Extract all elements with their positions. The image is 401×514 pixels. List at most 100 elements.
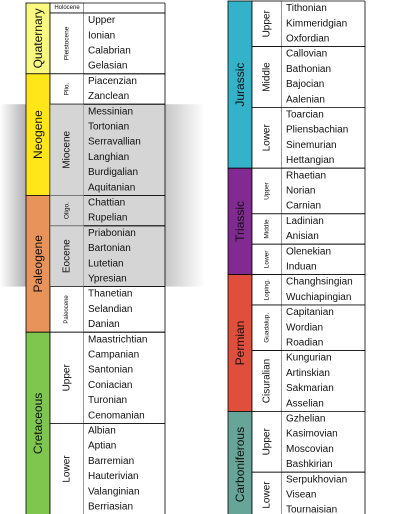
age-cell xyxy=(84,13,165,29)
epoch-label-permian-loping: Loping. xyxy=(264,279,271,301)
age-label-anisian: Anisian xyxy=(286,231,319,242)
age-label-kungurian: Kungurian xyxy=(286,353,332,364)
period-label-paleogene: Paleogene xyxy=(31,235,45,293)
age-cell xyxy=(84,28,165,44)
age-cell xyxy=(84,499,165,514)
age-label-calabrian: Calabrian xyxy=(88,46,131,57)
age-label-kasimovian: Kasimovian xyxy=(286,429,338,440)
age-cell xyxy=(84,73,165,89)
age-label-bathonian: Bathonian xyxy=(286,64,331,75)
epoch-cell-cretaceous-upper xyxy=(49,331,85,424)
age-label-bashkirian: Bashkirian xyxy=(286,459,333,470)
age-label-berriasian: Berriasian xyxy=(88,502,133,513)
epoch-label-triassic-middle: Middle xyxy=(264,219,271,239)
epoch-label-cretaceous-lower: Lower xyxy=(62,455,73,483)
age-cell xyxy=(282,46,365,62)
age-cell xyxy=(84,362,165,378)
age-label-hettangian: Hettangian xyxy=(286,155,334,166)
age-cell xyxy=(84,347,165,363)
epoch-label-jurassic-middle: Middle xyxy=(262,62,273,92)
age-label-sinemurian: Sinemurian xyxy=(286,140,337,151)
epoch-label-quaternary-holocene: Holocene xyxy=(54,5,80,11)
age-cell xyxy=(282,457,365,473)
age-cell xyxy=(84,43,165,59)
period-label-quaternary: Quaternary xyxy=(31,8,45,68)
age-cell xyxy=(282,502,365,514)
age-cell xyxy=(282,213,365,229)
age-label-aptian: Aptian xyxy=(88,441,116,452)
age-cell xyxy=(84,3,165,13)
age-label-danian: Danian xyxy=(88,319,120,330)
age-label-priabonian: Priabonian xyxy=(88,228,136,239)
age-cell xyxy=(84,453,165,469)
age-label-lutetian: Lutetian xyxy=(88,258,124,269)
age-cell xyxy=(282,244,365,260)
age-cell xyxy=(84,377,165,393)
epoch-label-triassic-upper: Upper xyxy=(264,181,271,200)
age-label-oxfordian: Oxfordian xyxy=(286,34,329,45)
age-cell xyxy=(282,350,365,366)
epoch-label-quaternary-pleistocene: Pleistocene xyxy=(64,26,71,60)
age-label-ypresian: Ypresian xyxy=(88,274,127,285)
epoch-label-paleogene-eocene: Eocene xyxy=(62,239,73,273)
age-label-sakmarian: Sakmarian xyxy=(286,383,334,394)
age-cell xyxy=(282,229,365,245)
age-label-cenomanian: Cenomanian xyxy=(88,410,145,421)
epoch-label-triassic-lower: Lower xyxy=(264,250,271,269)
age-label-thanetian: Thanetian xyxy=(88,289,132,300)
age-label-wuchiapingian: Wuchiapingian xyxy=(286,292,351,303)
age-label-roadian: Roadian xyxy=(286,338,323,349)
age-label-induan: Induan xyxy=(286,262,317,273)
highlight-band-left xyxy=(0,104,26,287)
epoch-cell-cretaceous-lower xyxy=(49,422,85,514)
age-cell xyxy=(282,426,365,442)
age-cell xyxy=(282,441,365,457)
age-label-wordian: Wordian xyxy=(286,322,323,333)
age-label-norian: Norian xyxy=(286,186,315,197)
age-cell xyxy=(84,469,165,485)
age-cell xyxy=(282,92,365,108)
period-label-triassic: Triassic xyxy=(233,201,247,242)
epoch-label-permian-guadalup: Guadalup. xyxy=(264,313,271,343)
age-label-hauterivian: Hauterivian xyxy=(88,471,139,482)
age-label-gzhelian: Gzhelian xyxy=(286,414,325,425)
age-cell xyxy=(84,58,165,74)
age-label-asselian: Asselian xyxy=(286,398,324,409)
age-label-ladinian: Ladinian xyxy=(286,216,324,227)
age-cell xyxy=(282,411,365,427)
age-label-rhaetian: Rhaetian xyxy=(286,170,326,181)
age-cell xyxy=(282,198,365,214)
age-label-rupelian: Rupelian xyxy=(88,213,127,224)
age-label-olenekian: Olenekian xyxy=(286,246,331,257)
age-label-albian: Albian xyxy=(88,426,116,437)
age-cell xyxy=(282,305,365,321)
age-cell xyxy=(84,286,165,302)
age-label-changhsingian: Changhsingian xyxy=(286,277,353,288)
age-label-capitanian: Capitanian xyxy=(286,307,334,318)
epoch-label-carboniferous-upper: Upper xyxy=(262,428,273,456)
age-label-tournaisian: Tournaisian xyxy=(286,505,337,514)
age-label-serravallian: Serravallian xyxy=(88,137,141,148)
period-label-neogene: Neogene xyxy=(31,110,45,159)
epoch-label-carboniferous-lower: Lower xyxy=(262,481,273,509)
epoch-cell-jurassic-upper xyxy=(251,0,283,47)
age-cell xyxy=(84,438,165,454)
left-stratigraphic-column: Quaternary Neogene Paleogene Cretaceous Holo… xyxy=(25,2,166,514)
age-label-chattian: Chattian xyxy=(88,198,125,209)
age-label-artinskian: Artinskian xyxy=(286,368,330,379)
age-label-selandian: Selandian xyxy=(88,304,132,315)
age-label-upper: Upper xyxy=(88,15,116,26)
age-label-aalenian: Aalenian xyxy=(286,94,325,105)
epoch-label-neogene-plio: Plio. xyxy=(64,82,71,95)
age-label-bartonian: Bartonian xyxy=(88,243,131,254)
age-cell xyxy=(84,484,165,500)
age-cell xyxy=(282,335,365,351)
age-cell xyxy=(282,153,365,169)
age-cell xyxy=(282,1,365,17)
age-label-valanginian: Valanginian xyxy=(88,486,140,497)
age-cell xyxy=(282,320,365,336)
age-cell xyxy=(282,31,365,47)
age-label-burdigalian: Burdigalian xyxy=(88,167,138,178)
age-cell xyxy=(84,332,165,348)
